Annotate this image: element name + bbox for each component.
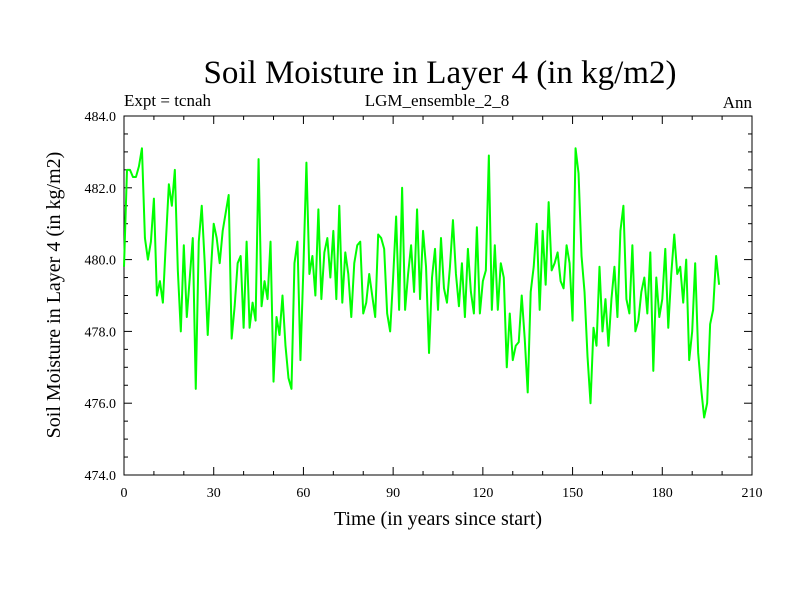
chart-titles: Soil Moisture in Layer 4 (in kg/m2) Expt… (124, 55, 752, 112)
y-tick-label: 478.0 (85, 325, 117, 340)
x-tick-label: 180 (652, 486, 673, 501)
x-tick-label: 0 (121, 486, 128, 501)
x-tick-label: 150 (562, 486, 583, 501)
x-tick-label: 30 (207, 486, 221, 501)
ensemble-label: LGM_ensemble_2_8 (365, 91, 509, 110)
season-label: Ann (723, 93, 753, 112)
y-axis-label: Soil Moisture in Layer 4 (in kg/m2) (43, 152, 65, 439)
x-tick-label: 90 (386, 486, 400, 501)
y-tick-label: 474.0 (85, 469, 117, 484)
y-tick-label: 482.0 (85, 182, 117, 197)
x-tick-labels: 0 30 60 90 120 150 180 210 (121, 486, 763, 501)
x-axis-label: Time (in years since start) (334, 508, 542, 530)
y-tick-label: 484.0 (85, 110, 117, 125)
axis-ticks (123, 115, 753, 476)
x-tick-label: 120 (472, 486, 493, 501)
series-line (123, 147, 721, 419)
y-tick-label: 480.0 (85, 254, 117, 269)
experiment-label: Expt = tcnah (124, 91, 212, 110)
y-tick-labels: 474.0 476.0 478.0 480.0 482.0 484.0 (85, 110, 117, 484)
x-tick-label: 60 (296, 486, 310, 501)
y-tick-label: 476.0 (85, 397, 117, 412)
chart-title: Soil Moisture in Layer 4 (in kg/m2) (204, 55, 677, 91)
x-tick-label: 210 (742, 486, 763, 501)
